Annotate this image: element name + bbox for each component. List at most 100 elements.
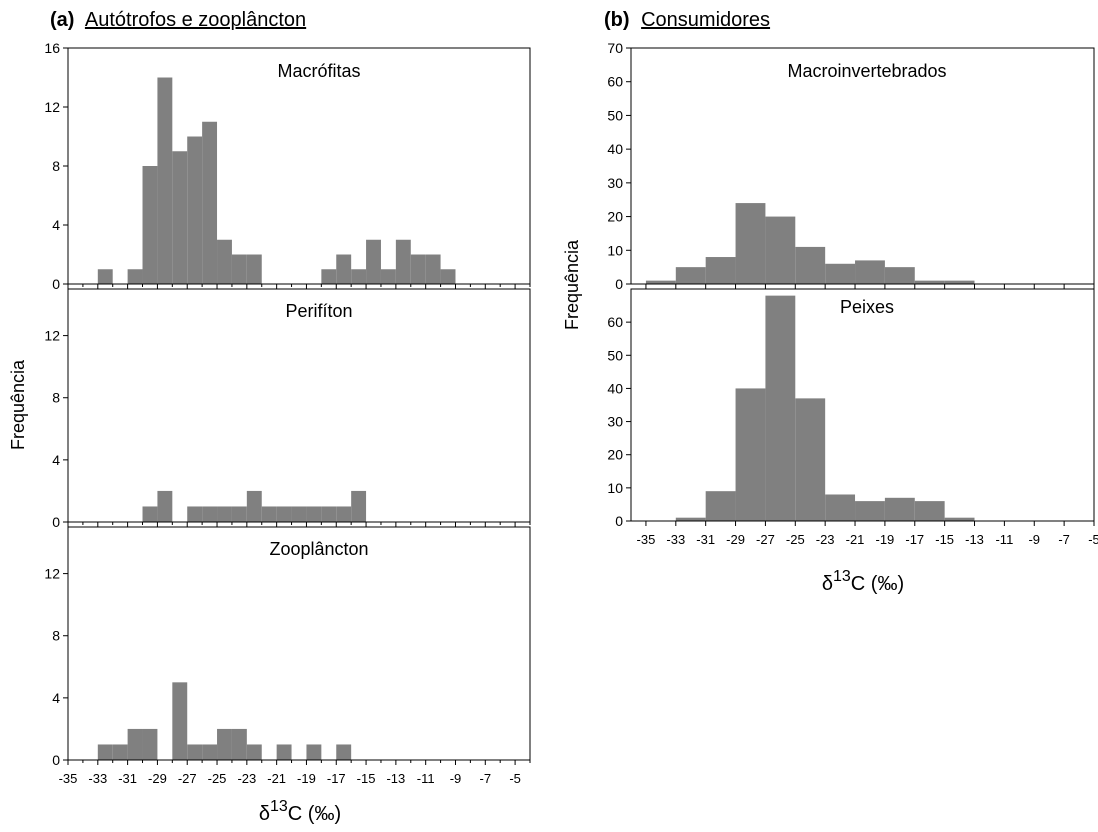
- x-tick-label: -11: [417, 771, 435, 786]
- histogram-bar: [202, 506, 218, 522]
- y-tick-label: 40: [607, 141, 623, 157]
- histogram-bar: [395, 239, 411, 284]
- panel-a-heading: (a) Autótrofos e zooplâncton: [50, 9, 306, 31]
- histogram-bar: [217, 239, 232, 284]
- x-tick-label: -19: [297, 771, 316, 786]
- x-tick-label: -27: [178, 771, 197, 786]
- histogram-bar: [127, 728, 143, 760]
- y-tick-label: 50: [607, 107, 623, 123]
- histogram-bar: [675, 267, 706, 284]
- panel-b-letter: (b): [604, 9, 630, 31]
- histogram-bar: [246, 254, 262, 284]
- y-tick-label: 60: [607, 74, 623, 90]
- histogram-bar: [795, 246, 826, 284]
- subplot-title: Zooplâncton: [269, 539, 368, 559]
- panel-b-xlabel-suffix: C (‰): [851, 573, 904, 595]
- histogram-panels: 0481216Macrófitas04812Perifíton04812-35-…: [44, 40, 1098, 786]
- histogram-bar: [366, 239, 381, 284]
- x-tick-label: -9: [450, 771, 462, 786]
- histogram-panel-1: 0 4 8 12 16 Macrófitas: [44, 40, 531, 292]
- x-tick-label: -23: [237, 771, 256, 786]
- histogram-bar: [884, 497, 915, 521]
- y-tick-label: 4: [52, 217, 60, 233]
- x-tick-label: -25: [208, 771, 227, 786]
- histogram-bar: [202, 121, 218, 284]
- histogram-bar: [914, 501, 945, 521]
- y-tick-label: 12: [44, 328, 60, 344]
- y-tick-label: 0: [52, 276, 60, 292]
- histogram-bar: [765, 216, 796, 284]
- panel-b-xlabel-prefix: δ: [822, 573, 833, 595]
- histogram-bar: [795, 398, 826, 521]
- x-tick-label: -13: [965, 532, 984, 547]
- histogram-bar: [187, 506, 203, 522]
- histogram-bar: [735, 203, 766, 284]
- histogram-bar: [142, 166, 158, 284]
- panel-b-ylabel: Frequência: [562, 239, 582, 330]
- histogram-bar: [231, 728, 247, 760]
- histogram-bar: [884, 267, 915, 284]
- plot-frame: [630, 288, 1095, 522]
- histogram-bar: [261, 506, 277, 522]
- histogram-bar: [231, 506, 247, 522]
- y-tick-label: 20: [607, 209, 623, 225]
- histogram-bar: [291, 506, 307, 522]
- histogram-bar: [440, 269, 456, 284]
- y-tick-label: 16: [44, 40, 60, 56]
- y-tick-label: 8: [52, 158, 60, 174]
- plot-frame: [630, 47, 1095, 285]
- panel-b-title: Consumidores: [641, 9, 770, 31]
- x-tick-label: -31: [696, 532, 715, 547]
- y-tick-label: 12: [44, 566, 60, 582]
- histogram-bar: [944, 517, 975, 521]
- x-tick-label: -31: [118, 771, 137, 786]
- histogram-bar: [187, 136, 203, 284]
- histogram-panel-5: 0 10 20 30 40 50 60 -35 -33 -31 -29 -27 -25 -23 -21 -19…: [607, 288, 1098, 547]
- histogram-bar: [675, 517, 706, 521]
- y-tick-label: 0: [52, 752, 60, 768]
- histogram-bar: [246, 744, 262, 760]
- x-tick-label: -5: [509, 771, 521, 786]
- plot-frame: [67, 288, 531, 523]
- x-tick-label: -35: [59, 771, 78, 786]
- histogram-bar: [276, 506, 292, 522]
- histogram-bar: [157, 490, 173, 522]
- histogram-bar: [914, 280, 945, 284]
- panel-a-ylabel: Frequência: [8, 359, 28, 450]
- histogram-bar: [97, 744, 113, 760]
- y-tick-label: 12: [44, 99, 60, 115]
- histogram-bar: [112, 744, 128, 760]
- histogram-bar: [645, 280, 676, 284]
- x-tick-label: -19: [876, 532, 895, 547]
- x-tick-label: -23: [816, 532, 835, 547]
- histogram-bar: [217, 506, 232, 522]
- x-tick-label: -35: [637, 532, 656, 547]
- histogram-bar: [825, 263, 856, 284]
- panel-a-letter: (a): [50, 9, 74, 31]
- subplot-title: Peixes: [840, 297, 894, 317]
- histogram-bar: [380, 269, 396, 284]
- histogram-bar: [765, 295, 796, 521]
- y-tick-label: 40: [607, 380, 623, 396]
- y-tick-label: 4: [52, 452, 60, 468]
- y-tick-label: 10: [607, 480, 623, 496]
- subplot-title: Macroinvertebrados: [787, 61, 946, 81]
- histogram-bar: [321, 506, 337, 522]
- histogram-panel-4: 0 10 20 30 40 50 60 70 Macroinvertebrados: [607, 40, 1095, 292]
- panel-a-xlabel: δ13C (‰): [259, 798, 341, 825]
- histogram-bar: [336, 744, 352, 760]
- y-tick-label: 50: [607, 347, 623, 363]
- x-tick-label: -25: [786, 532, 805, 547]
- y-tick-label: 70: [607, 40, 623, 56]
- x-tick-label: -17: [327, 771, 346, 786]
- histogram-bar: [172, 682, 188, 760]
- histogram-bar: [246, 490, 262, 522]
- histogram-panel-3: 0 4 8 12 -35 -33 -31 -29 -27 -25 -23 -21 -19 -17 -15 -1…: [44, 526, 531, 786]
- histogram-bar: [306, 744, 322, 760]
- panel-b-heading: (b) Consumidores: [604, 9, 770, 31]
- x-tick-label: -21: [267, 771, 286, 786]
- y-tick-label: 30: [607, 175, 623, 191]
- histogram-bar: [425, 254, 441, 284]
- panel-a-xlabel-prefix: δ: [259, 803, 270, 825]
